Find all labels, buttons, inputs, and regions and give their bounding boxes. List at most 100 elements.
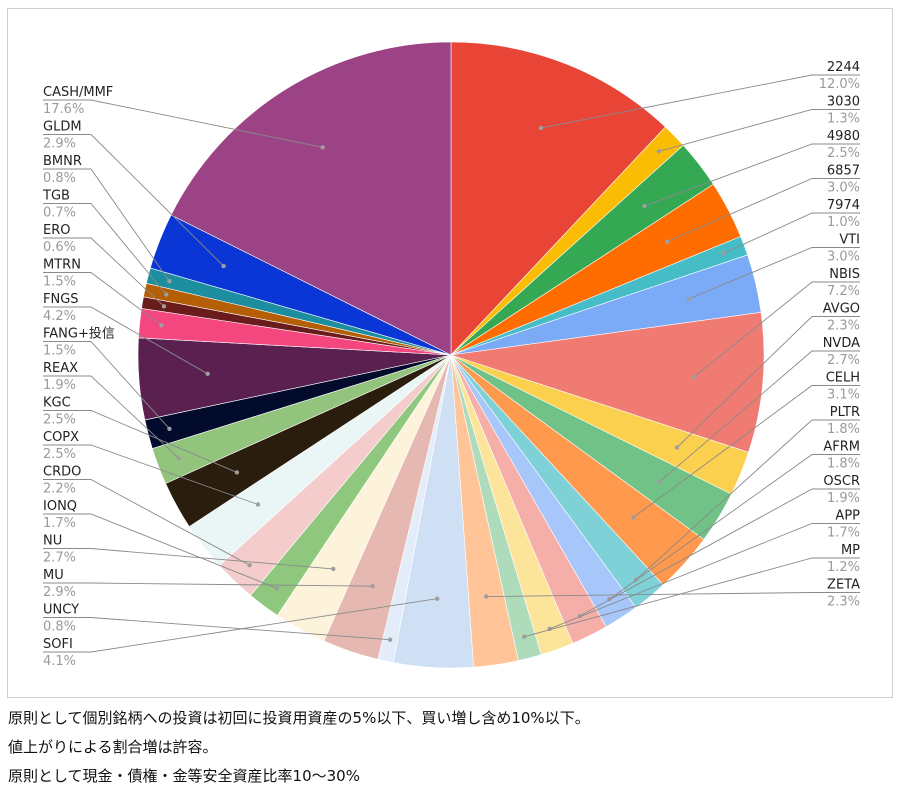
- leader-dot-kgc: [234, 470, 240, 475]
- leader-line-mu: [43, 582, 373, 587]
- label-pct-nbis: 7.2%: [827, 284, 860, 299]
- label-pct-7974: 1.0%: [827, 215, 860, 230]
- leader-line-7974: [723, 212, 860, 254]
- label-name-ero: ERO: [43, 223, 70, 238]
- label-name-cash-mmf: CASH/MMF: [43, 85, 113, 100]
- label-name-mu: MU: [43, 568, 64, 583]
- leader-line-gldm: [43, 134, 224, 267]
- leader-line-bmnr: [43, 168, 170, 282]
- leader-dot-zeta: [484, 594, 489, 599]
- leader-dot-7974: [721, 251, 726, 256]
- label-pct-mtrn: 1.5%: [43, 275, 76, 290]
- leader-line-oscr: [579, 488, 860, 617]
- label-name-crdo: CRDO: [43, 465, 81, 480]
- label-pct-gldm: 2.9%: [43, 137, 76, 152]
- label-name-6857: 6857: [827, 164, 860, 179]
- leader-line-nvda: [659, 350, 860, 483]
- label-name-fngs: FNGS: [43, 292, 79, 307]
- label-name-nvda: NVDA: [823, 336, 860, 351]
- label-pct-nu: 2.7%: [43, 551, 76, 566]
- leader-line-cash-mmf: [43, 99, 323, 148]
- leader-line-3030: [658, 109, 860, 152]
- label-pct-bmnr: 0.8%: [43, 171, 76, 186]
- label-name-7974: 7974: [827, 198, 860, 213]
- leader-line-2244: [540, 74, 860, 129]
- leader-dot-crdo: [247, 563, 252, 568]
- label-name-4980: 4980: [827, 129, 860, 144]
- label-name-reax: REAX: [43, 361, 78, 376]
- leader-dot-2244: [538, 125, 544, 131]
- label-pct-reax: 1.9%: [43, 378, 76, 393]
- leader-lines: [43, 74, 860, 653]
- leader-line-nu: [43, 548, 334, 570]
- slice-labels: 2244 12.0% 3030 1.3% 4980 2.5% 6857 3.0% 7974 1.0…: [42, 60, 860, 669]
- leader-line-fang: [43, 341, 170, 430]
- label-pct-fngs: 4.2%: [43, 309, 76, 324]
- label-pct-cash-mmf: 17.6%: [43, 102, 84, 117]
- label-name-3030: 3030: [827, 95, 860, 110]
- leader-dot-avgo: [674, 445, 680, 450]
- leader-dot-mtrn: [159, 323, 164, 328]
- leader-dot-nbis: [692, 374, 697, 380]
- label-pct-avgo: 2.3%: [827, 319, 860, 334]
- leader-dot-nu: [331, 566, 336, 572]
- label-pct-ionq: 1.7%: [43, 516, 76, 531]
- leader-line-avgo: [676, 316, 860, 448]
- label-pct-afrm: 1.8%: [827, 457, 860, 472]
- leader-dot-sofi: [435, 596, 440, 601]
- label-pct-oscr: 1.9%: [827, 491, 860, 506]
- label-pct-2244: 12.0%: [819, 77, 860, 92]
- label-pct-crdo: 2.2%: [43, 482, 76, 497]
- label-name-kgc: KGC: [43, 396, 71, 411]
- leader-line-kgc: [43, 410, 238, 473]
- label-pct-sofi: 4.1%: [43, 654, 76, 669]
- leader-line-mp: [524, 557, 860, 638]
- notes-section: 原則として個別銘柄への投資は初回に投資用資産の5%以下、買い増し含め10%以下。…: [8, 704, 892, 791]
- label-pct-app: 1.7%: [827, 526, 860, 541]
- label-pct-6857: 3.0%: [827, 181, 860, 196]
- note-line-2: 値上がりによる割合増は許容。: [8, 738, 218, 756]
- leader-dot-gldm: [221, 263, 226, 269]
- label-name-vti: VTI: [839, 233, 860, 248]
- leader-dot-mp: [522, 634, 527, 639]
- leader-dot-bmnr: [167, 279, 172, 284]
- label-pct-uncy: 0.8%: [43, 620, 76, 635]
- label-name-mp: MP: [841, 543, 860, 558]
- note-line-1: 原則として個別銘柄への投資は初回に投資用資産の5%以下、買い増し含め10%以下。: [8, 709, 590, 727]
- note-line-3: 原則として現金・債権・金等安全資産比率10〜30%: [8, 767, 360, 785]
- label-name-bmnr: BMNR: [43, 154, 82, 169]
- label-pct-fang: 1.5%: [43, 344, 76, 359]
- leader-line-celh: [633, 385, 860, 518]
- label-pct-mu: 2.9%: [43, 585, 76, 600]
- label-pct-copx: 2.5%: [43, 447, 76, 462]
- label-name-app: APP: [835, 509, 860, 524]
- label-name-zeta: ZETA: [827, 578, 860, 593]
- label-name-gldm: GLDM: [43, 120, 82, 135]
- leader-line-6857: [667, 178, 860, 243]
- leader-dot-3030: [656, 149, 662, 154]
- label-name-afrm: AFRM: [823, 440, 860, 455]
- leader-line-nbis: [693, 281, 860, 378]
- label-name-oscr: OSCR: [823, 474, 860, 489]
- label-pct-4980: 2.5%: [827, 146, 860, 161]
- label-name-avgo: AVGO: [823, 302, 860, 317]
- label-pct-nvda: 2.7%: [827, 353, 860, 368]
- label-pct-celh: 3.1%: [827, 388, 860, 403]
- label-name-2244: 2244: [827, 60, 860, 75]
- leader-line-fngs: [43, 306, 208, 375]
- label-name-fang: FANG+投信: [43, 326, 115, 342]
- leader-dot-ero: [161, 304, 167, 309]
- pie-slices: [137, 41, 765, 669]
- label-name-pltr: PLTR: [830, 405, 860, 420]
- label-pct-vti: 3.0%: [827, 250, 860, 265]
- label-name-sofi: SOFI: [43, 637, 73, 652]
- label-pct-pltr: 1.8%: [827, 422, 860, 437]
- leader-dot-nvda: [657, 479, 662, 484]
- leader-line-vti: [688, 247, 860, 300]
- pie-chart: 2244 12.0% 3030 1.3% 4980 2.5% 6857 3.0% 7974 1.0…: [42, 41, 860, 669]
- leader-dot-reax: [176, 456, 182, 461]
- label-name-ionq: IONQ: [43, 499, 77, 514]
- leader-line-ionq: [43, 513, 277, 589]
- pie-slice-cash-mmf: [170, 41, 452, 356]
- label-pct-kgc: 2.5%: [43, 413, 76, 428]
